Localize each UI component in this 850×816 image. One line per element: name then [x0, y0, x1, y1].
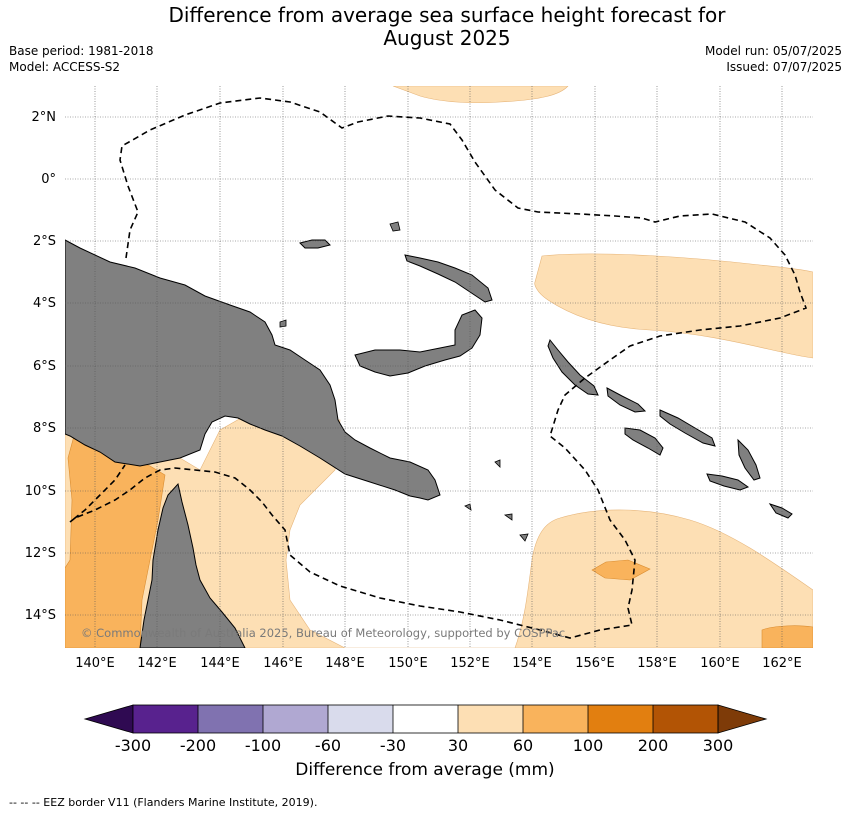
anomaly-band-30-60-south: [65, 409, 813, 648]
land-bougainville: [547, 338, 599, 396]
colorbar-segment: [263, 705, 328, 733]
eez-footnote: -- -- -- EEZ border V11 (Flanders Marine…: [9, 796, 318, 809]
colorbar-segment: [523, 705, 588, 733]
anomaly-band-60-100-sw: [761, 625, 813, 648]
graticule: [65, 86, 813, 648]
land-makira: [706, 473, 750, 491]
colorbar-tick: 200: [638, 736, 669, 755]
colorbar-segment: [588, 705, 653, 733]
model-name: Model: ACCESS-S2: [9, 60, 121, 74]
lat-label: 2°S: [33, 234, 56, 249]
map-plot-area: [65, 86, 813, 648]
colorbar-tick: -300: [115, 736, 151, 755]
colorbar-tick: 100: [573, 736, 604, 755]
colorbar-extend-low: [83, 704, 134, 734]
colorbar-segment: [328, 705, 393, 733]
lon-label: 146°E: [263, 656, 303, 671]
land-manus: [299, 239, 331, 249]
lat-label: 14°S: [25, 608, 56, 623]
colorbar-title: Difference from average (mm): [295, 760, 555, 780]
land-cape-york: [139, 482, 246, 648]
land-rennell: [768, 503, 793, 519]
colorbar-tick: 60: [513, 736, 533, 755]
colorbar-extend-high: [717, 704, 768, 734]
land-guadalcanal: [624, 427, 664, 456]
anomaly-band-60-100-gulf: [65, 431, 166, 648]
lon-label: 160°E: [700, 656, 740, 671]
colorbar-segment: [653, 705, 718, 733]
meta-left: Base period: 1981-2018 Model: ACCESS-S2: [9, 43, 154, 75]
lon-label: 142°E: [137, 656, 177, 671]
land-new-guinea: [65, 239, 441, 501]
meta-right: Model run: 05/07/2025 Issued: 07/07/2025: [705, 43, 842, 75]
copyright-notice: © Commonwealth of Australia 2025, Bureau…: [81, 626, 565, 640]
colorbar-tick: 300: [703, 736, 734, 755]
lat-label: 6°S: [33, 359, 56, 374]
colorbar-outline: [132, 704, 719, 734]
lat-label: 2°N: [32, 110, 57, 125]
land-choiseul: [606, 387, 647, 413]
colorbar-tick: 30: [448, 736, 468, 755]
lon-label: 152°E: [450, 656, 490, 671]
colorbar: -300 -200 -100 -60 -30 30 60 100 200 300: [83, 704, 768, 755]
lat-label: 12°S: [25, 546, 56, 561]
colorbar-tick: -100: [245, 736, 281, 755]
anomaly-band-30-60-east: [534, 253, 813, 359]
anomaly-band-30-60-north: [392, 86, 569, 104]
lon-label: 156°E: [575, 656, 615, 671]
colorbar-tick: -60: [315, 736, 341, 755]
longitude-labels: 140°E 142°E 144°E 146°E 148°E 150°E 152°…: [75, 656, 802, 671]
lon-label: 140°E: [75, 656, 115, 671]
latitude-labels: 2°N 0° 2°S 4°S 6°S 8°S 10°S 12°S 14°S: [25, 110, 56, 623]
title-line-2: August 2025: [383, 26, 511, 50]
lat-label: 8°S: [33, 421, 56, 436]
land-new-britain: [354, 309, 483, 377]
land-malaita: [737, 438, 761, 481]
eez-border-png: [69, 97, 808, 639]
lon-label: 144°E: [200, 656, 240, 671]
lon-label: 148°E: [325, 656, 365, 671]
lat-label: 0°: [41, 172, 56, 187]
lon-label: 158°E: [637, 656, 677, 671]
colorbar-segment: [198, 705, 263, 733]
lon-label: 162°E: [762, 656, 802, 671]
issued-date: Issued: 07/07/2025: [726, 60, 842, 74]
anomaly-band-60-100-coral: [591, 559, 651, 581]
colorbar-segment: [393, 705, 458, 733]
lon-label: 150°E: [388, 656, 428, 671]
lon-label: 154°E: [512, 656, 552, 671]
land-small-islands-1: [279, 221, 529, 542]
base-period: Base period: 1981-2018: [9, 44, 154, 58]
title-line-1: Difference from average sea surface heig…: [168, 3, 726, 27]
colorbar-segment: [133, 705, 198, 733]
colorbar-segment: [458, 705, 523, 733]
colorbar-tick: -30: [380, 736, 406, 755]
colorbar-tick: -200: [180, 736, 216, 755]
lat-label: 4°S: [33, 296, 56, 311]
model-run: Model run: 05/07/2025: [704, 44, 842, 58]
chart-title: Difference from average sea surface heig…: [0, 4, 850, 50]
lat-label: 10°S: [25, 484, 56, 499]
land-new-ireland: [404, 254, 493, 303]
